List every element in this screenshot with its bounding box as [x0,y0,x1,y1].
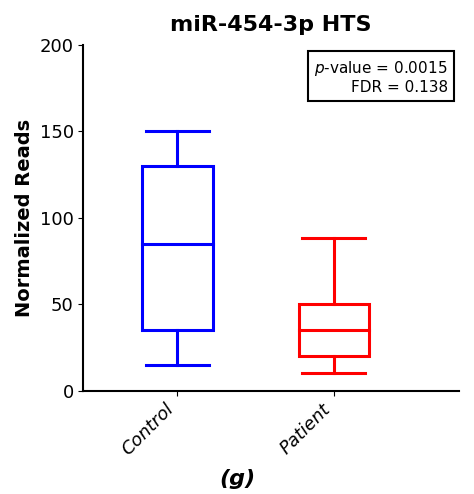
Text: (g): (g) [219,469,255,489]
Y-axis label: Normalized Reads: Normalized Reads [15,119,34,317]
Text: $p$-value = 0.0015
FDR = 0.138: $p$-value = 0.0015 FDR = 0.138 [314,59,448,95]
Title: miR-454-3p HTS: miR-454-3p HTS [171,15,372,35]
Bar [142,166,212,330]
Bar [299,304,369,356]
